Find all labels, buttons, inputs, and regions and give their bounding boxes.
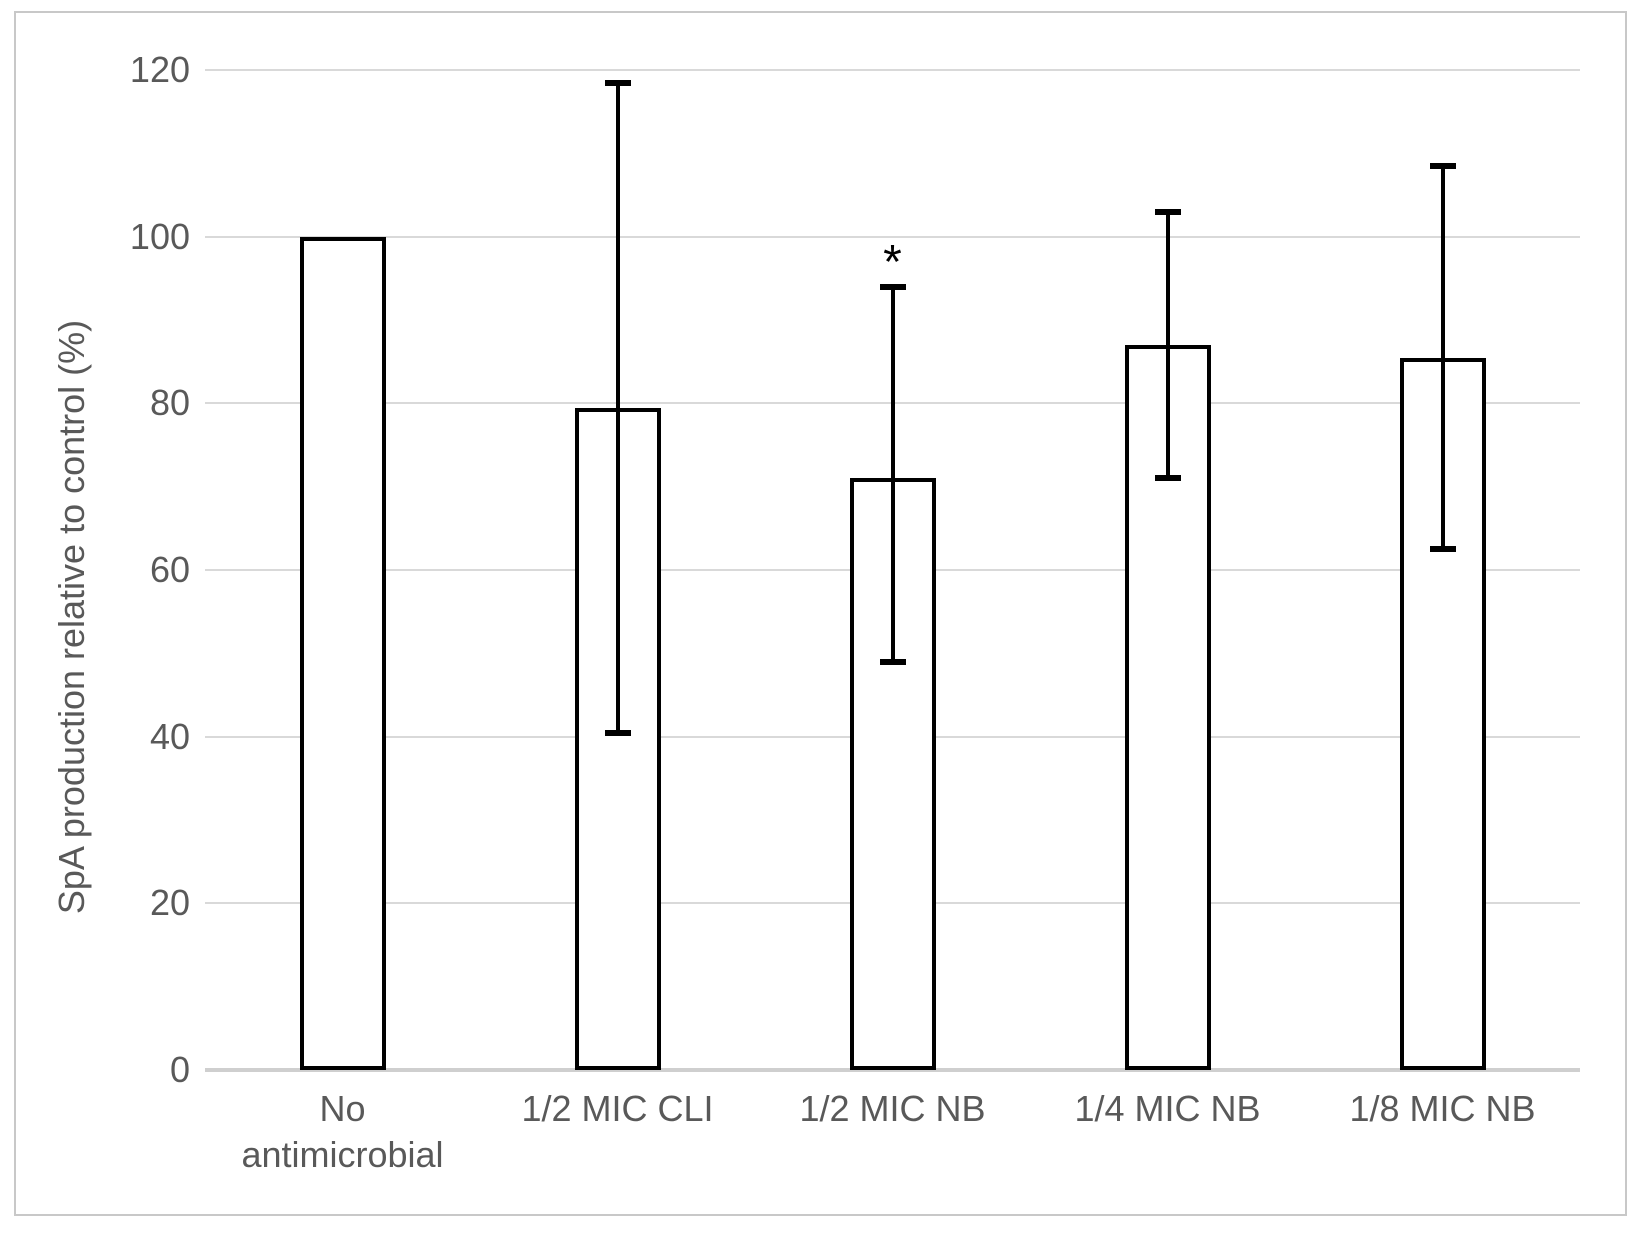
error-bar-cap: [879, 658, 906, 665]
error-bar-cap: [604, 79, 631, 86]
x-category-label-text: 1/8 MIC NB: [1349, 1088, 1536, 1129]
y-tick-label: 80: [149, 382, 190, 424]
significance-asterisk: *: [883, 235, 902, 289]
y-axis-title: SpA production relative to control (%): [51, 319, 92, 915]
x-category-label: 1/4 MIC NB: [1030, 1086, 1305, 1132]
x-category-label: 1/8 MIC NB: [1305, 1086, 1580, 1132]
error-bar-line: [890, 286, 895, 662]
x-category-label-text: 1/2 MIC NB: [799, 1088, 986, 1129]
error-bar-cap: [879, 283, 906, 290]
error-bar-cap: [1429, 546, 1456, 553]
gridline: [205, 235, 1580, 238]
y-tick-label: 100: [129, 215, 190, 257]
gridline: [205, 69, 1580, 71]
x-category-label-text: 1/4 MIC NB: [1074, 1088, 1261, 1129]
figure-border: [14, 11, 1627, 1216]
error-bar-cap: [604, 729, 631, 736]
y-tick-label: 40: [149, 715, 190, 757]
x-category-label-text: No antimicrobial: [241, 1088, 444, 1175]
y-tick-label: 120: [129, 49, 190, 90]
x-category-label: 1/2 MIC CLI: [480, 1086, 755, 1132]
y-tick-label: 60: [149, 549, 190, 590]
error-bar-cap: [1154, 208, 1181, 215]
x-category-label-text: 1/2 MIC CLI: [521, 1088, 714, 1129]
error-bar-line: [1440, 165, 1445, 550]
x-category-label: No antimicrobial: [205, 1086, 480, 1178]
bar: [299, 236, 386, 1070]
x-category-label: 1/2 MIC NB: [755, 1086, 1030, 1132]
x-axis-line: [205, 1068, 1580, 1072]
y-tick-label: 20: [149, 882, 190, 924]
error-bar-line: [1165, 211, 1170, 479]
y-tick-label: 0: [169, 1049, 190, 1090]
error-bar-cap: [1154, 475, 1181, 482]
error-bar-line: [615, 82, 620, 733]
error-bar-cap: [1429, 162, 1456, 169]
